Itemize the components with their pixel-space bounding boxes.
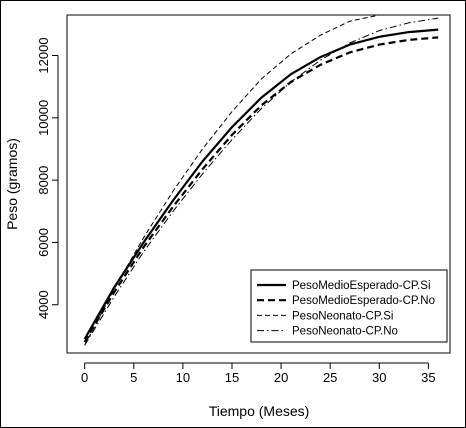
- legend: PesoMedioEsperado-CP.Si PesoMedioEsperado…: [250, 269, 448, 343]
- series-line-3: [84, 15, 439, 346]
- legend-box: [250, 269, 448, 343]
- x-tick-label: 10: [176, 370, 190, 385]
- y-tick-label: 12000: [36, 37, 51, 73]
- series-line-4: [84, 17, 439, 346]
- x-tick-label: 25: [323, 370, 337, 385]
- legend-label-4: PesoNeonato-CP.No: [292, 326, 398, 338]
- series-line-2: [83, 36, 439, 343]
- x-tick-label: 30: [372, 370, 386, 385]
- x-axis: 0 5 10 15 20 25 30 35: [81, 362, 436, 385]
- y-axis-title: Peso (gramos): [4, 138, 20, 230]
- y-tick-label: 8000: [36, 166, 51, 195]
- y-tick-label: 6000: [36, 228, 51, 257]
- x-axis-title: Tiempo (Meses): [209, 403, 310, 419]
- legend-label-1: PesoMedioEsperado-CP.Si: [292, 280, 431, 292]
- x-tick-label: 0: [81, 370, 88, 385]
- x-tick-label: 5: [130, 370, 137, 385]
- y-axis: 4000 6000 8000 10000 12000: [36, 37, 59, 319]
- series-line-1: [83, 28, 439, 340]
- x-tick-label: 20: [274, 370, 288, 385]
- plot-area-box: [66, 14, 451, 354]
- y-tick-label: 10000: [36, 100, 51, 136]
- x-tick-label: 35: [421, 370, 435, 385]
- legend-label-3: PesoNeonato-CP.Si: [292, 310, 393, 322]
- y-tick-label: 4000: [36, 290, 51, 319]
- series-layer: [83, 15, 439, 346]
- x-tick-label: 15: [225, 370, 239, 385]
- legend-label-2: PesoMedioEsperado-CP.No: [292, 295, 435, 307]
